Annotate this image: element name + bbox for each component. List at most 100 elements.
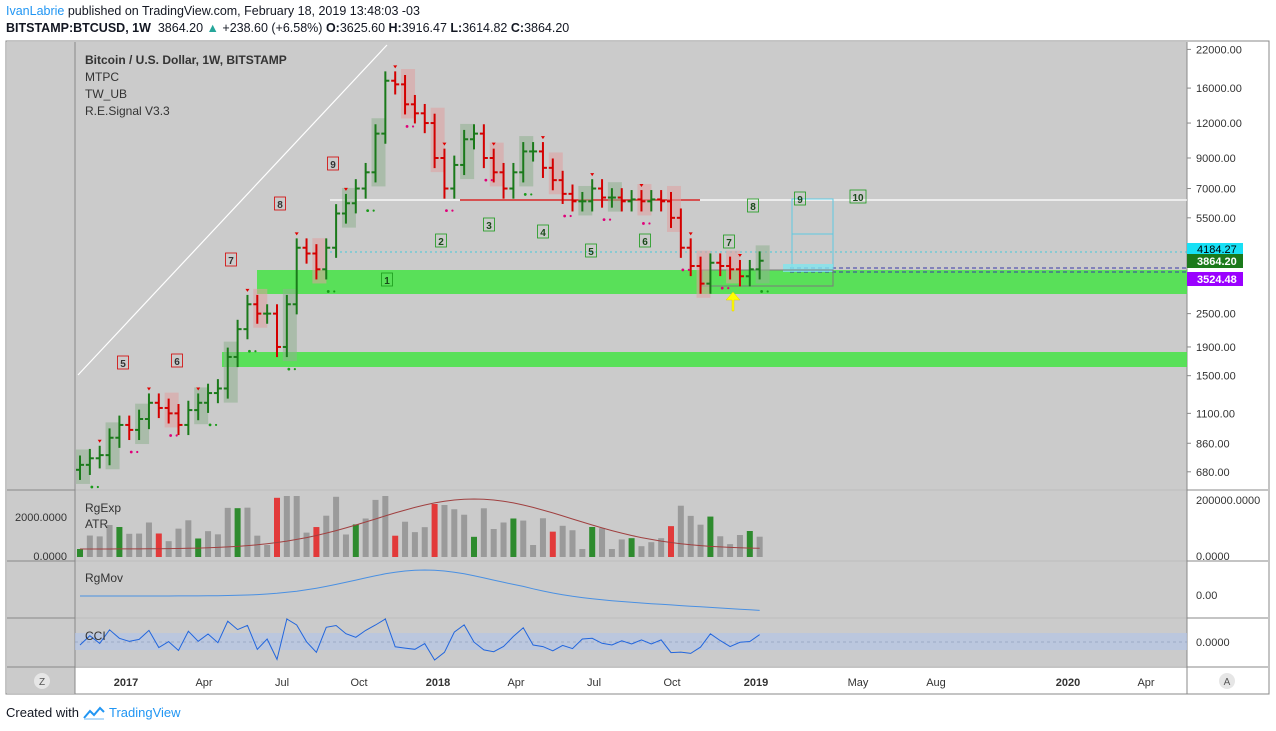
signal-shade	[253, 288, 268, 328]
zoom-reset-button[interactable]	[34, 673, 50, 689]
high-value: 3916.47	[401, 21, 447, 35]
projection-fill	[783, 264, 833, 272]
volume-bar	[254, 535, 261, 557]
price-axis-label: 12000.00	[1196, 118, 1242, 130]
signal-shade	[312, 238, 327, 284]
volume-bar	[421, 527, 428, 557]
volume-bar	[362, 518, 369, 557]
wave-label-box	[225, 252, 237, 267]
signal-arrow-icon	[639, 184, 644, 188]
signal-shade	[696, 250, 711, 298]
wave-label: 7	[228, 256, 234, 267]
cci-right: 0.0000	[1196, 637, 1230, 649]
signal-dot	[727, 287, 730, 290]
signal-arrow-icon	[146, 387, 151, 391]
wave-label: 6	[642, 237, 648, 248]
volume-bar	[756, 536, 763, 557]
time-axis-label: Apr	[1137, 677, 1154, 689]
low-value: 3614.82	[462, 21, 508, 35]
volume-bar	[283, 496, 290, 557]
signal-shade	[726, 250, 741, 284]
author-link[interactable]: IvanLabrie	[6, 4, 65, 18]
wave-label: 2	[438, 237, 444, 248]
last-price: 3864.20	[157, 21, 204, 35]
signal-dot	[175, 434, 178, 437]
signal-arrow-icon	[688, 232, 693, 236]
legend-indicator-twub: TW_UB	[85, 87, 127, 101]
wave-label-box	[849, 189, 867, 204]
wave-label-box	[794, 191, 806, 206]
volume-bar	[116, 527, 123, 557]
wave-label: 1	[384, 276, 390, 287]
signal-dot	[366, 209, 370, 213]
price-tag-top-text: 4184.27	[1197, 244, 1237, 256]
signal-shade	[105, 422, 120, 470]
wave-label-box	[483, 217, 495, 232]
volume-bar	[471, 536, 477, 557]
time-axis-label: Oct	[350, 677, 367, 689]
volume-bar	[559, 525, 566, 557]
wave-label: 9	[797, 195, 803, 206]
volume-bar	[323, 515, 330, 557]
price-axis[interactable]	[1187, 42, 1268, 666]
signal-arrow-icon	[294, 232, 299, 236]
volume-bar	[490, 529, 497, 557]
wave-label: 3	[486, 221, 492, 232]
high-label: H:	[388, 21, 402, 35]
wave-label: 10	[852, 193, 864, 204]
volume-bar	[628, 538, 635, 557]
price-tag-last	[1187, 254, 1243, 268]
volume-bar	[608, 549, 615, 557]
signal-dot	[293, 367, 296, 371]
volume-bar	[451, 509, 458, 557]
price-axis-label: 860.00	[1196, 438, 1230, 450]
signal-shade	[341, 187, 356, 228]
low-label: L:	[450, 21, 463, 35]
price-pane[interactable]	[75, 42, 1187, 489]
volume-left-top: 2000.0000	[15, 512, 67, 524]
volume-bar	[372, 499, 379, 557]
volume-bar	[677, 505, 684, 557]
signal-dot	[326, 290, 330, 293]
signal-shade	[223, 341, 238, 403]
signal-dot	[484, 178, 488, 182]
wave-label: 9	[330, 160, 336, 171]
volume-bar	[648, 542, 655, 557]
tradingview-link[interactable]: TradingView	[108, 705, 181, 720]
price-axis-label: 22000.00	[1196, 44, 1242, 56]
volume-bar	[727, 544, 734, 557]
volume-bar	[599, 528, 606, 557]
signal-dot	[720, 286, 724, 290]
auto-scale-button[interactable]	[1219, 673, 1235, 689]
rgmov-label: RgMov	[85, 571, 123, 585]
volume-bar	[77, 549, 83, 557]
signal-arrow-icon	[737, 253, 742, 257]
signal-shade	[460, 123, 475, 180]
tradingview-logo-icon	[83, 706, 105, 720]
wave-label-box	[117, 355, 129, 370]
time-axis-label: 2017	[114, 677, 138, 689]
price-tag-top	[1187, 243, 1243, 256]
wave-label: 5	[588, 247, 594, 258]
price-axis-label: 1100.00	[1196, 408, 1235, 420]
volume-bar	[313, 527, 320, 557]
signal-arrow-icon	[590, 173, 595, 177]
signal-shade	[194, 387, 209, 425]
time-axis-label: Jul	[275, 677, 289, 689]
price-axis-label: 680.00	[1196, 467, 1230, 479]
wave-label: 6	[174, 357, 180, 368]
cci-band	[75, 633, 1187, 650]
support-zone-lower	[222, 352, 1187, 367]
chart-canvas[interactable]: 1 2 3 4 5 6 7 8 9 10 5 6 7 8 9 Bitcoin / U.S. Dollar, …	[0, 0, 1276, 700]
open-value: 3625.60	[339, 21, 386, 35]
volume-bar	[539, 518, 546, 557]
yellow-arrow-icon	[725, 291, 741, 312]
rgmov-pane[interactable]	[75, 562, 1187, 617]
atr-line	[80, 498, 760, 550]
rgexp-label: RgExp	[85, 501, 121, 515]
signal-dot	[372, 209, 375, 212]
volume-bar	[589, 527, 596, 557]
volume-bar	[145, 522, 152, 557]
price-tag-low-text: 3524.48	[1197, 274, 1237, 286]
signal-dot	[129, 450, 133, 454]
